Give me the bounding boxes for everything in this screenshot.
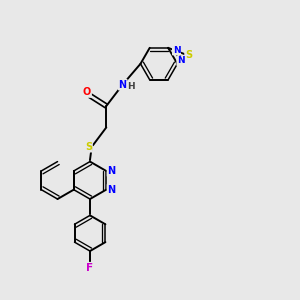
Text: N: N: [107, 185, 116, 195]
Text: O: O: [83, 87, 91, 97]
Text: H: H: [127, 82, 135, 91]
Text: S: S: [185, 50, 192, 60]
Text: N: N: [173, 46, 180, 55]
Text: S: S: [85, 142, 92, 152]
Text: N: N: [177, 56, 185, 65]
Text: F: F: [86, 263, 94, 273]
Text: N: N: [118, 80, 127, 90]
Text: N: N: [107, 166, 116, 176]
